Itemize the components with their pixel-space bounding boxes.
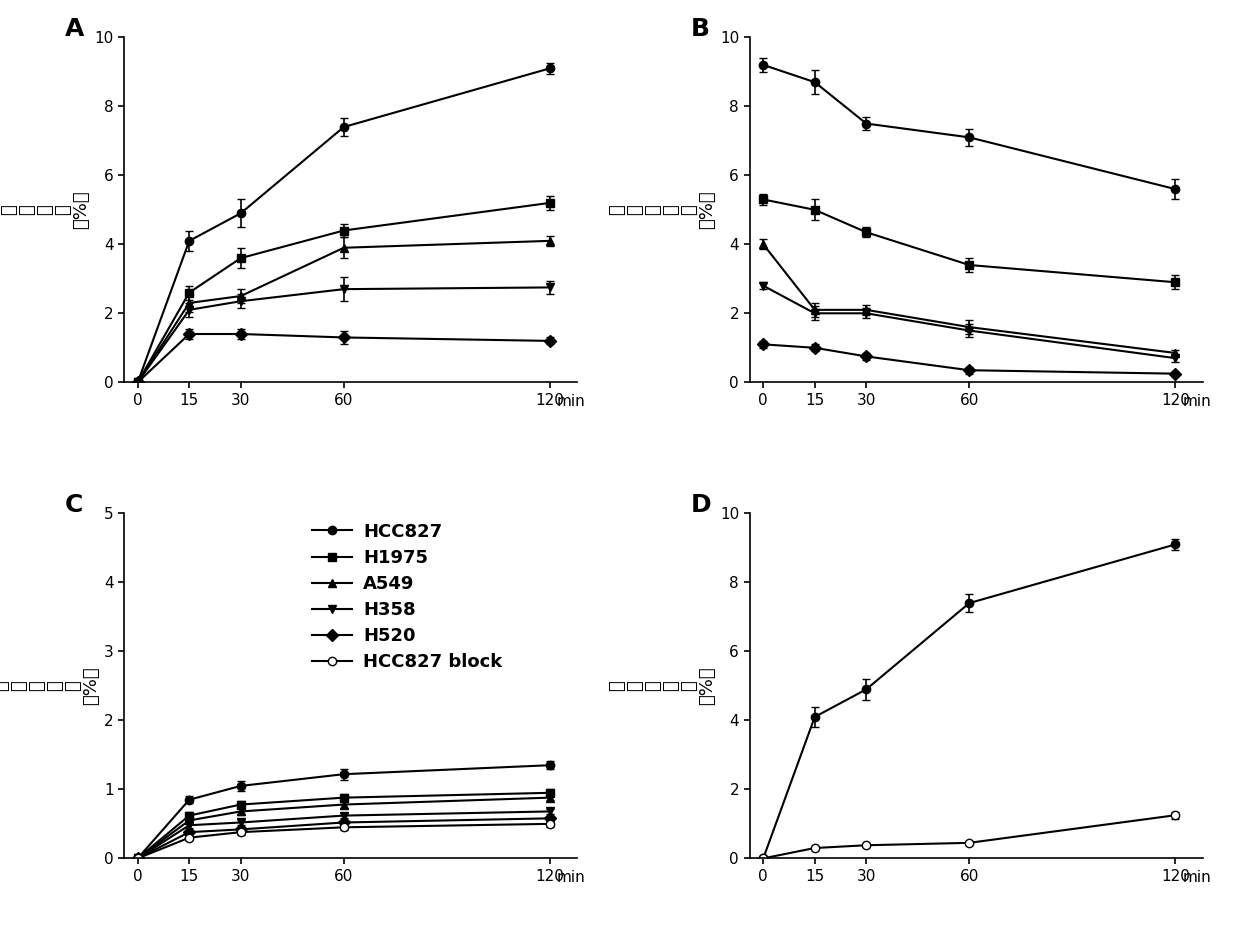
Text: C: C [64,493,83,517]
Y-axis label: 总
注
入
活
度
（%）: 总 注 入 活 度 （%） [608,666,715,705]
Text: D: D [691,493,712,517]
Y-axis label: 总
注
入
活
度
（%）: 总 注 入 活 度 （%） [0,666,99,705]
Text: min: min [1182,394,1211,409]
Y-axis label: 总
注
入
活
度
（%）: 总 注 入 活 度 （%） [608,190,715,230]
Text: A: A [64,17,84,41]
Legend: HCC827, H1975, A549, H358, H520, HCC827 block: HCC827, H1975, A549, H358, H520, HCC827 … [305,516,510,678]
Y-axis label: 总
注
入
活
度
（%）: 总 注 入 活 度 （%） [0,190,91,230]
Text: min: min [557,870,585,884]
Text: min: min [1182,870,1211,884]
Text: B: B [691,17,709,41]
Text: min: min [557,394,585,409]
